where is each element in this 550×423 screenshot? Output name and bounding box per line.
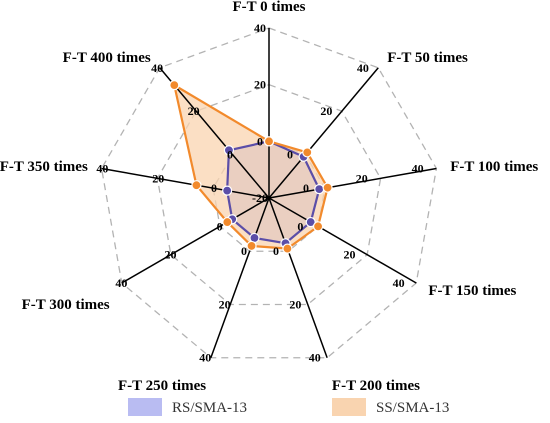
tick-label: 40 [309, 351, 321, 365]
axis-label: F-T 250 times [118, 378, 206, 394]
data-point [246, 240, 257, 252]
axis-line [268, 67, 379, 199]
axis-label: F-T 150 times [428, 283, 516, 299]
axis-label: F-T 300 times [22, 297, 110, 313]
series-line [172, 82, 329, 250]
series-layer [101, 28, 437, 359]
tick-label: 0 [227, 148, 233, 162]
tick-label: 40 [254, 21, 266, 35]
tick-label: 20 [356, 171, 368, 185]
grid-ring [100, 27, 438, 359]
data-point [312, 221, 324, 232]
grid-ring [156, 83, 382, 306]
data-point [191, 180, 202, 191]
tick-label: 20 [343, 248, 355, 262]
axis-line [101, 167, 270, 199]
tick-label: 20 [188, 104, 200, 118]
axis-label: F-T 0 times [232, 0, 305, 15]
tick-label: 0 [273, 244, 279, 258]
axis-line [159, 67, 270, 199]
legend-label: SS/SMA-13 [376, 400, 449, 416]
series-line [226, 140, 321, 245]
tick-label: 40 [151, 61, 163, 75]
legend: RS/SMA-13 SS/SMA-13 [128, 398, 449, 416]
legend-swatch [332, 398, 366, 416]
axis-label: F-T 100 times [450, 159, 538, 175]
tick-label: 40 [357, 61, 369, 75]
tick-label: 40 [96, 161, 108, 175]
tick-label: 20 [152, 171, 164, 185]
axis-label: F-T 400 times [63, 50, 151, 66]
tick-label: 40 [115, 276, 127, 290]
tick-label: 0 [287, 148, 293, 162]
data-point [223, 145, 235, 156]
data-point [169, 80, 180, 91]
label-layer: -20 0 20 40 0 20 40 0 20 40 0 20 40 0 20 40 0 20 40 0 20 40 0 2… [0, 0, 538, 394]
data-point [263, 136, 275, 147]
data-point [305, 216, 316, 228]
data-point [302, 147, 313, 158]
axis-line [268, 167, 437, 199]
tick-label: 0 [217, 219, 223, 233]
axis-line [210, 197, 270, 359]
data-point [222, 216, 233, 228]
tick-label: 40 [393, 276, 405, 290]
tick-label: 20 [254, 78, 266, 92]
data-point [222, 185, 233, 196]
tick-label: 0 [241, 244, 247, 258]
axis-line [268, 197, 417, 284]
data-point [322, 182, 333, 193]
series-area [174, 85, 328, 249]
tick-label: 0 [297, 219, 303, 233]
tick-label: 40 [199, 351, 211, 365]
data-point [282, 243, 293, 254]
tick-label: 40 [412, 161, 424, 175]
axis-label: F-T 50 times [387, 50, 468, 66]
tick-label: 20 [320, 104, 332, 118]
tick-label: 20 [289, 297, 301, 311]
axis-label: F-T 200 times [332, 378, 420, 394]
legend-label: RS/SMA-13 [172, 400, 247, 416]
legend-swatch [128, 398, 162, 416]
axis-label: F-T 350 times [0, 159, 88, 175]
tick-label: 20 [219, 297, 231, 311]
data-point [314, 184, 325, 195]
tick-label: 20 [165, 248, 177, 262]
tick-label: 0 [211, 181, 217, 195]
axis-line [268, 197, 328, 359]
tick-label: 0 [257, 134, 263, 148]
tick-label: 0 [303, 181, 309, 195]
tick-label: -20 [252, 191, 268, 205]
axis-line [121, 197, 270, 284]
